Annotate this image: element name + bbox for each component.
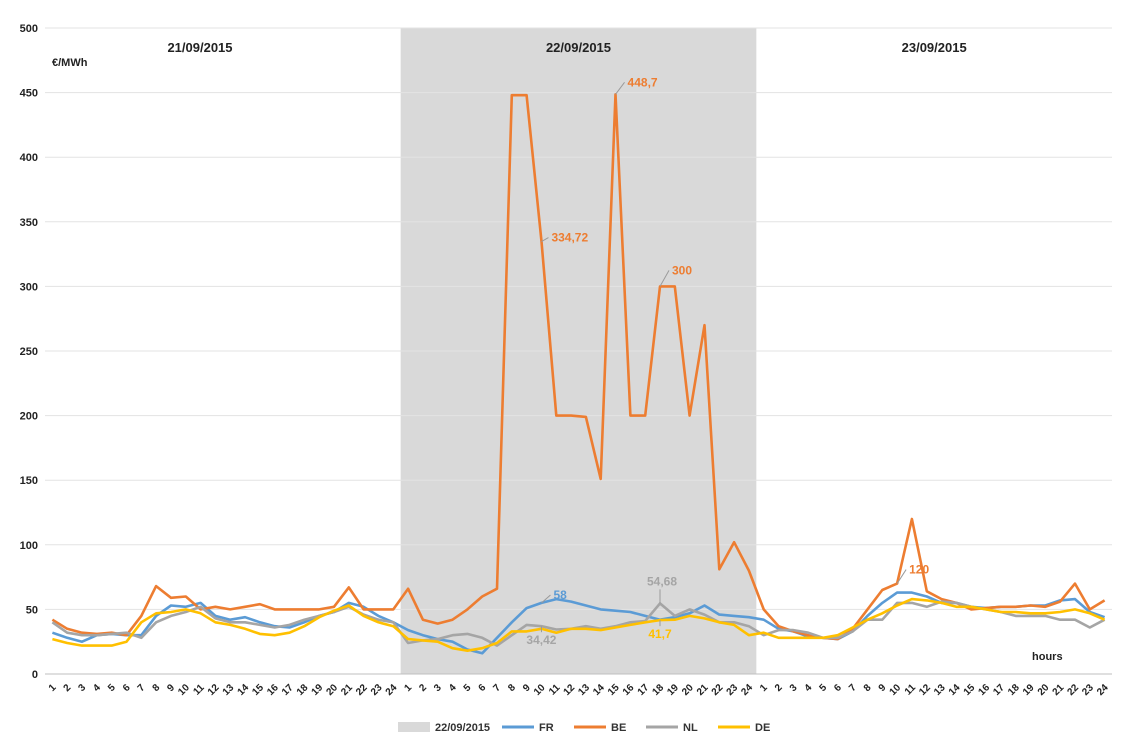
y-tick-label: 200 (20, 411, 38, 423)
annotation-leader (541, 594, 551, 604)
legend-label: FR (539, 722, 554, 734)
series-lines (51, 93, 1106, 655)
y-axis-ticks: 0 50 100 150 200 250 300 350 400 450 500 (20, 23, 38, 681)
y-tick-label: 0 (32, 669, 38, 681)
y-tick-label: 500 (20, 23, 38, 35)
day-label: 21/09/2015 (167, 40, 232, 55)
legend-label: 22/09/2015 (435, 722, 490, 734)
legend-label: NL (683, 722, 698, 734)
day-labels: 21/09/2015 22/09/2015 23/09/2015 (167, 40, 966, 55)
y-tick-label: 450 (20, 88, 38, 100)
unit-label: €/MWh (52, 57, 88, 69)
annotation-leader (615, 81, 625, 95)
y-tick-label: 250 (20, 346, 38, 358)
y-tick-label: 50 (26, 604, 38, 616)
legend: 22/09/2015 FR BE NL DE (398, 722, 770, 734)
annotation-leader (659, 270, 670, 287)
annotation-label: 54,68 (647, 574, 677, 588)
annotation-leader (541, 237, 549, 242)
y-tick-label: 100 (20, 540, 38, 552)
annotation-label: 120 (909, 563, 929, 577)
legend-label: BE (611, 722, 626, 734)
annotation-label: 334,72 (551, 231, 588, 245)
y-tick-label: 350 (20, 217, 38, 229)
day-label: 22/09/2015 (546, 40, 611, 55)
annotation-label: 41,7 (648, 627, 672, 641)
annotation-leader (896, 569, 907, 584)
y-tick-label: 300 (20, 281, 38, 293)
series-line-be (51, 93, 1106, 641)
y-tick-label: 150 (20, 475, 38, 487)
series-line-de (52, 597, 1106, 653)
x-axis-title: hours (1032, 651, 1063, 663)
y-tick-label: 400 (20, 152, 38, 164)
annotation-label: 58 (553, 588, 567, 602)
gridlines (45, 27, 1112, 675)
series-line-fr (51, 591, 1106, 655)
annotation-label: 300 (672, 263, 692, 277)
legend-swatch (398, 722, 430, 732)
legend-label: DE (755, 722, 770, 734)
day-label: 23/09/2015 (902, 40, 967, 55)
annotation-label: 34,42 (526, 633, 556, 647)
data-annotations: 448,7 334,72 300 120 58 54,68 34,42 41,7 (526, 75, 929, 647)
annotation-label: 448,7 (628, 75, 658, 89)
